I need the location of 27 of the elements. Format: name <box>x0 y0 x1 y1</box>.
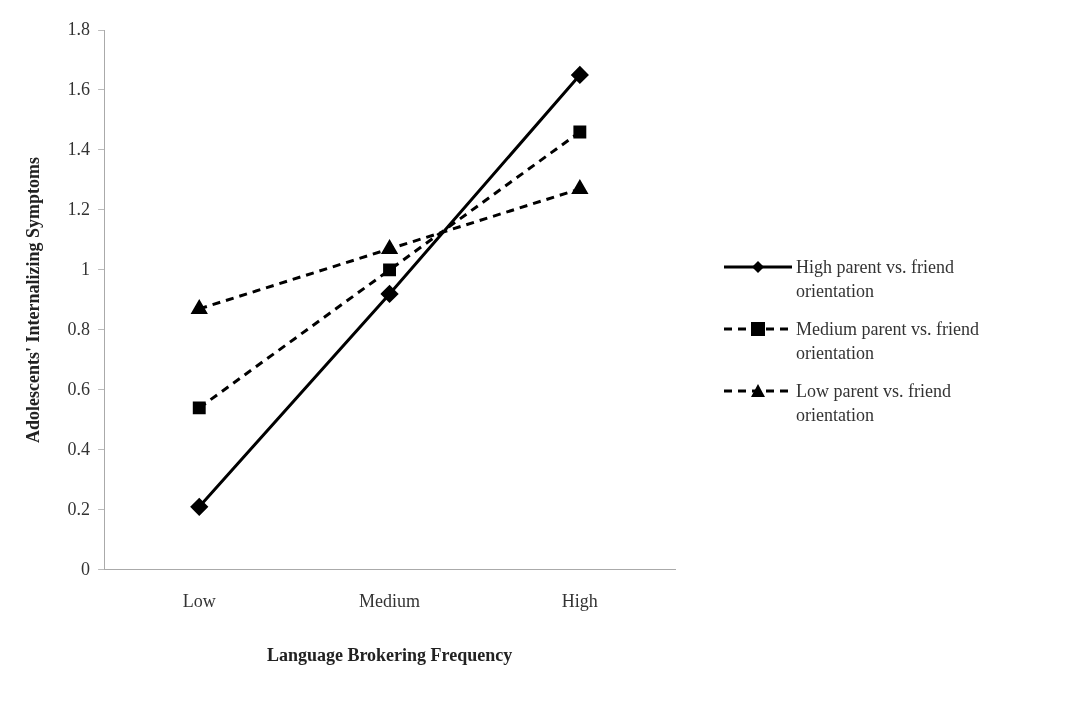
y-tick-label: 1.4 <box>67 138 91 159</box>
y-tick-label: 0.6 <box>67 378 91 399</box>
point <box>571 66 589 84</box>
point <box>192 401 206 415</box>
point <box>572 180 588 194</box>
x-tick-label: Low <box>182 591 216 612</box>
point <box>191 300 207 314</box>
point <box>381 240 398 254</box>
x-tick-label: Medium <box>359 591 421 612</box>
point <box>381 285 399 303</box>
legend-label: Medium parent vs. friend orientation <box>796 318 980 365</box>
y-tick-label: 0.2 <box>67 498 91 519</box>
x-axis-title: Language Brokering Frequency <box>266 644 513 665</box>
point <box>190 498 208 516</box>
x-tick-label: High <box>561 591 598 612</box>
point <box>383 263 396 277</box>
y-tick-label: 0.4 <box>67 438 91 459</box>
y-tick-label: 1 <box>81 258 91 279</box>
y-axis-title: Adolescents' Internalizing Symptoms <box>23 156 44 443</box>
legend-label: High parent vs. friend orientation <box>796 256 955 303</box>
y-tick-label: 0.8 <box>67 318 91 339</box>
point <box>573 125 587 139</box>
y-tick-label: 1.2 <box>67 198 91 219</box>
y-tick-label: 0 <box>81 558 91 579</box>
y-tick-label: 1.8 <box>67 18 91 39</box>
y-tick-label: 1.6 <box>67 78 91 99</box>
legend-label: Low parent vs. friend orientation <box>796 380 952 427</box>
